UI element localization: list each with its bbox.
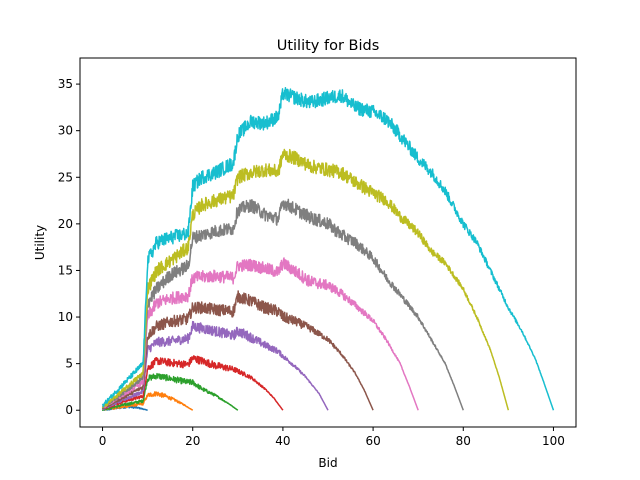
series-layer — [101, 86, 555, 411]
series-line-bid-60 — [101, 290, 374, 411]
y-tick-label: 0 — [65, 403, 73, 417]
y-tick-label: 35 — [58, 77, 73, 91]
series-line-bid-40 — [101, 355, 284, 411]
series-line-bid-90 — [101, 148, 510, 411]
x-tick-label: 0 — [99, 434, 107, 448]
x-tick-label: 60 — [365, 434, 380, 448]
plot-frame — [79, 57, 577, 428]
chart-title: Utility for Bids — [277, 38, 380, 54]
x-tick-label: 100 — [542, 434, 565, 448]
x-axis-ticks: 0 20 40 60 80 100 — [99, 427, 565, 448]
y-tick-label: 25 — [58, 170, 73, 184]
y-tick-label: 5 — [65, 357, 73, 371]
y-tick-label: 30 — [58, 124, 73, 138]
y-tick-label: 10 — [58, 310, 73, 324]
y-axis-label: Utility — [33, 225, 47, 260]
series-line-bid-50 — [101, 320, 329, 411]
y-axis-ticks: 0 5 10 15 20 25 30 35 — [58, 77, 80, 417]
y-tick-label: 20 — [58, 217, 73, 231]
series-line-bid-100 — [101, 86, 555, 411]
x-tick-label: 80 — [456, 434, 471, 448]
x-tick-label: 20 — [185, 434, 200, 448]
series-line-bid-30 — [101, 372, 239, 411]
x-tick-label: 40 — [275, 434, 290, 448]
series-line-bid-70 — [101, 257, 419, 411]
y-tick-label: 15 — [58, 263, 73, 277]
series-line-bid-80 — [102, 198, 464, 411]
x-axis-label: Bid — [318, 456, 337, 470]
series-line-bid-20 — [102, 391, 194, 411]
